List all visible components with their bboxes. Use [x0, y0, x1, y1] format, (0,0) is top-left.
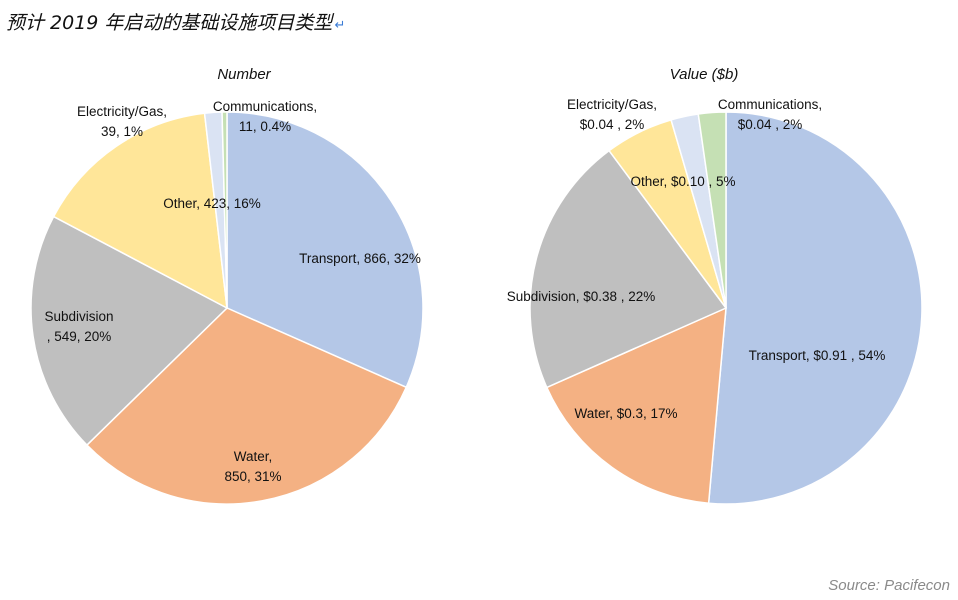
pie-slice-transport [707, 111, 923, 505]
pie-chart-1: Number Transport, 866, 32% Water, 850, 31% S… [30, 66, 424, 505]
source-note: Source: Pacifecon [828, 577, 950, 594]
page-title-text: 预计 2019 年启动的基础设施项目类型 [6, 12, 333, 34]
data-label-other: Other, $0.10 , 5% [630, 174, 735, 189]
data-label-transport: Transport, 866, 32% [299, 251, 421, 266]
data-label-subdivision: Subdivision, 549, 20% [44, 309, 113, 344]
data-label-electricity-gas: Electricity/Gas, $0.04 , 2% [567, 97, 657, 132]
chart-title: Number [217, 66, 271, 83]
data-label-subdivision: Subdivision, $0.38 , 22% [507, 289, 656, 304]
data-label-communications: Communications, $0.04 , 2% [718, 97, 822, 132]
data-label-communications: Communications, 11, 0.4% [213, 99, 317, 134]
pie-slice-other [52, 112, 228, 310]
return-mark-icon: ↵ [334, 18, 346, 33]
chart-title: Value ($b) [670, 66, 739, 83]
pie-slice-water [545, 306, 727, 505]
pie-slice-transport [226, 111, 424, 389]
data-label-electricity-gas: Electricity/Gas, 39, 1% [77, 104, 167, 139]
data-label-water: Water, 850, 31% [224, 449, 281, 484]
pie-slice-water [85, 307, 408, 505]
pie-slice-communications [221, 111, 228, 309]
page-title: 预计 2019 年启动的基础设施项目类型 ↵ [6, 8, 345, 35]
pie-slice-subdivision [30, 215, 229, 447]
pie-slice-subdivision [529, 149, 728, 389]
pie-chart-2: Value ($b) Transport, $0.91 , 54% Water, $… [507, 66, 923, 505]
data-label-transport: Transport, $0.91 , 54% [749, 348, 886, 363]
data-label-water: Water, $0.3, 17% [574, 406, 677, 421]
pie-slice-communications [697, 111, 727, 309]
data-label-other: Other, 423, 16% [163, 196, 261, 211]
